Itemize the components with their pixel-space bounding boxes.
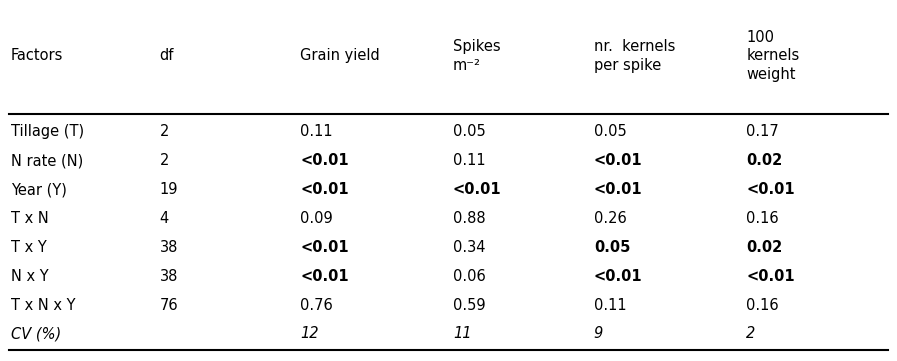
Text: 2: 2 bbox=[746, 326, 755, 342]
Text: <0.01: <0.01 bbox=[300, 240, 349, 255]
Text: N x Y: N x Y bbox=[11, 269, 48, 284]
Text: 100
kernels
weight: 100 kernels weight bbox=[746, 30, 799, 82]
Text: <0.01: <0.01 bbox=[594, 153, 642, 168]
Text: 2: 2 bbox=[160, 153, 169, 168]
Text: 19: 19 bbox=[160, 182, 179, 197]
Text: 0.16: 0.16 bbox=[746, 297, 779, 313]
Text: 0.59: 0.59 bbox=[453, 297, 485, 313]
Text: 9: 9 bbox=[594, 326, 603, 342]
Text: Grain yield: Grain yield bbox=[300, 48, 380, 64]
Text: <0.01: <0.01 bbox=[453, 182, 501, 197]
Text: 0.06: 0.06 bbox=[453, 269, 486, 284]
Text: <0.01: <0.01 bbox=[746, 182, 795, 197]
Text: 0.26: 0.26 bbox=[594, 211, 627, 226]
Text: 4: 4 bbox=[160, 211, 169, 226]
Text: Year (Y): Year (Y) bbox=[11, 182, 66, 197]
Text: nr.  kernels
per spike: nr. kernels per spike bbox=[594, 39, 675, 73]
Text: 38: 38 bbox=[160, 269, 178, 284]
Text: 2: 2 bbox=[160, 124, 169, 139]
Text: <0.01: <0.01 bbox=[300, 153, 349, 168]
Text: <0.01: <0.01 bbox=[300, 182, 349, 197]
Text: 0.16: 0.16 bbox=[746, 211, 779, 226]
Text: <0.01: <0.01 bbox=[746, 269, 795, 284]
Text: 0.09: 0.09 bbox=[300, 211, 334, 226]
Text: 0.02: 0.02 bbox=[746, 240, 782, 255]
Text: 11: 11 bbox=[453, 326, 472, 342]
Text: <0.01: <0.01 bbox=[594, 269, 642, 284]
Text: Spikes
m⁻²: Spikes m⁻² bbox=[453, 39, 501, 73]
Text: 0.11: 0.11 bbox=[594, 297, 626, 313]
Text: T x N x Y: T x N x Y bbox=[11, 297, 75, 313]
Text: <0.01: <0.01 bbox=[300, 269, 349, 284]
Text: N rate (N): N rate (N) bbox=[11, 153, 83, 168]
Text: 12: 12 bbox=[300, 326, 319, 342]
Text: 0.17: 0.17 bbox=[746, 124, 779, 139]
Text: 0.34: 0.34 bbox=[453, 240, 485, 255]
Text: <0.01: <0.01 bbox=[594, 182, 642, 197]
Text: 0.05: 0.05 bbox=[594, 240, 631, 255]
Text: 0.76: 0.76 bbox=[300, 297, 334, 313]
Text: 0.11: 0.11 bbox=[453, 153, 485, 168]
Text: 38: 38 bbox=[160, 240, 178, 255]
Text: 76: 76 bbox=[160, 297, 179, 313]
Text: CV (%): CV (%) bbox=[11, 326, 61, 342]
Text: 0.05: 0.05 bbox=[594, 124, 627, 139]
Text: 0.11: 0.11 bbox=[300, 124, 333, 139]
Text: Tillage (T): Tillage (T) bbox=[11, 124, 84, 139]
Text: T x Y: T x Y bbox=[11, 240, 47, 255]
Text: Factors: Factors bbox=[11, 48, 63, 64]
Text: T x N: T x N bbox=[11, 211, 48, 226]
Text: 0.02: 0.02 bbox=[746, 153, 782, 168]
Text: 0.88: 0.88 bbox=[453, 211, 485, 226]
Text: df: df bbox=[160, 48, 174, 64]
Text: 0.05: 0.05 bbox=[453, 124, 486, 139]
